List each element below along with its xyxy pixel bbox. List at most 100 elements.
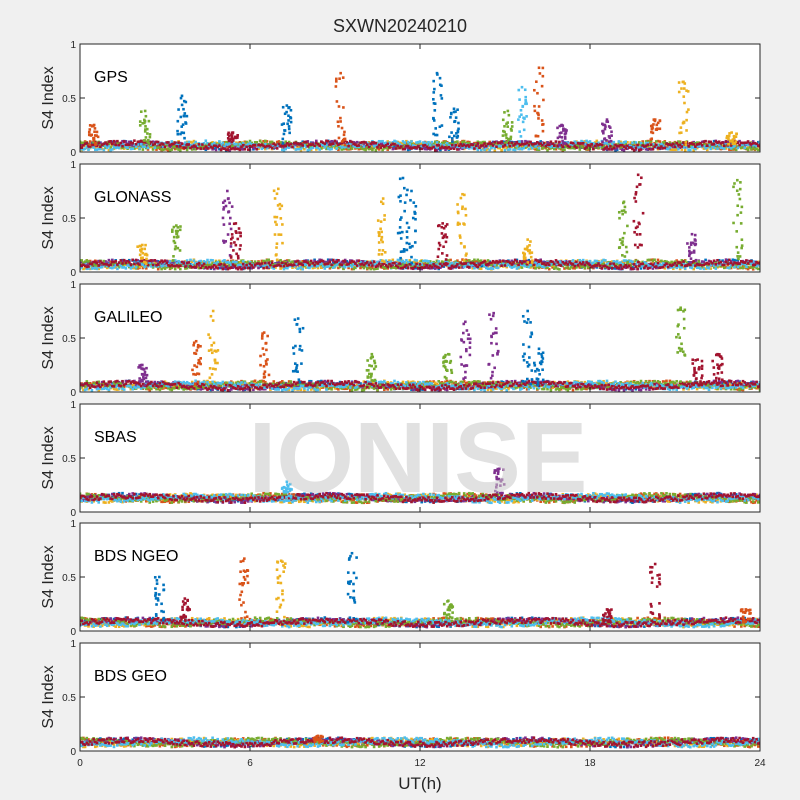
data-point: [461, 147, 464, 151]
data-point: [515, 140, 519, 144]
data-point: [325, 145, 328, 149]
spike-point: [658, 140, 662, 143]
data-point: [529, 140, 532, 144]
data-point: [639, 141, 643, 145]
data-point: [454, 140, 457, 144]
data-point: [522, 142, 525, 146]
data-point: [211, 140, 214, 144]
data-point: [554, 147, 558, 151]
data-point: [117, 143, 121, 147]
data-point: [165, 143, 168, 147]
spike-point: [280, 123, 284, 126]
data-point: [214, 146, 218, 149]
data-point: [447, 262, 451, 266]
data-point: [304, 141, 308, 145]
data-point: [167, 141, 170, 144]
data-point: [706, 145, 709, 149]
spike-point: [139, 110, 143, 113]
data-point: [415, 146, 418, 149]
spike-point: [725, 136, 729, 140]
data-point: [741, 143, 745, 146]
spike-peak: [231, 131, 235, 134]
data-point: [723, 141, 726, 144]
data-point: [116, 144, 119, 147]
spike-point: [90, 133, 94, 137]
data-point: [219, 265, 223, 269]
data-point: [741, 264, 745, 268]
data-point: [282, 144, 286, 147]
spike-point: [231, 139, 235, 142]
data-point: [736, 145, 740, 148]
data-point: [646, 146, 650, 150]
data-point: [731, 258, 735, 262]
data-point: [748, 266, 752, 269]
data-point: [230, 143, 233, 147]
spike-point: [678, 131, 681, 135]
spike-point: [563, 135, 567, 139]
data-point: [673, 142, 677, 146]
data-point: [366, 146, 369, 149]
data-point: [568, 142, 571, 146]
data-point: [328, 143, 332, 146]
data-point: [202, 145, 206, 149]
data-point: [274, 266, 277, 269]
spike-point: [287, 127, 291, 131]
data-point: [641, 142, 644, 145]
data-point: [706, 148, 709, 152]
data-point: [326, 260, 330, 263]
data-point: [328, 258, 332, 262]
data-point: [111, 262, 114, 266]
data-point: [736, 261, 740, 264]
data-point: [383, 147, 386, 150]
data-point: [734, 259, 738, 263]
data-point: [524, 146, 527, 149]
data-point: [315, 146, 318, 149]
spike-point: [147, 138, 150, 142]
data-point: [700, 144, 704, 147]
data-point: [301, 144, 304, 147]
data-point: [585, 143, 588, 147]
data-point: [345, 260, 349, 263]
spike-point: [682, 95, 686, 98]
data-point: [321, 143, 325, 147]
data-point: [466, 146, 469, 150]
data-point: [121, 144, 124, 148]
data-point: [325, 143, 328, 147]
data-point: [609, 266, 612, 270]
data-point: [199, 147, 202, 150]
spike-point: [677, 81, 681, 84]
data-point: [82, 261, 85, 264]
data-point: [151, 259, 155, 262]
data-point: [355, 146, 359, 150]
data-point: [112, 142, 116, 145]
data-point: [389, 143, 393, 147]
data-point: [570, 141, 573, 145]
data-point: [262, 139, 265, 143]
data-point: [721, 141, 724, 144]
data-point: [269, 260, 272, 264]
spike-point: [143, 121, 146, 125]
data-point: [481, 144, 485, 147]
data-point: [282, 148, 286, 152]
data-point: [287, 146, 291, 149]
data-point: [364, 144, 367, 148]
spike-point: [440, 124, 444, 127]
data-point: [587, 146, 590, 150]
data-point: [184, 141, 187, 144]
data-point: [479, 265, 483, 268]
data-point: [332, 264, 335, 267]
spike-point: [683, 82, 687, 85]
data-point: [134, 145, 138, 149]
spike-point: [607, 135, 611, 138]
data-point: [87, 148, 90, 151]
data-point: [660, 142, 663, 146]
data-point: [459, 146, 463, 149]
data-point: [427, 143, 430, 147]
data-point: [634, 148, 638, 151]
data-point: [338, 144, 342, 147]
data-point: [551, 144, 554, 148]
data-point: [326, 140, 330, 143]
data-point: [168, 263, 172, 267]
data-point: [111, 148, 114, 151]
data-point: [207, 263, 211, 267]
